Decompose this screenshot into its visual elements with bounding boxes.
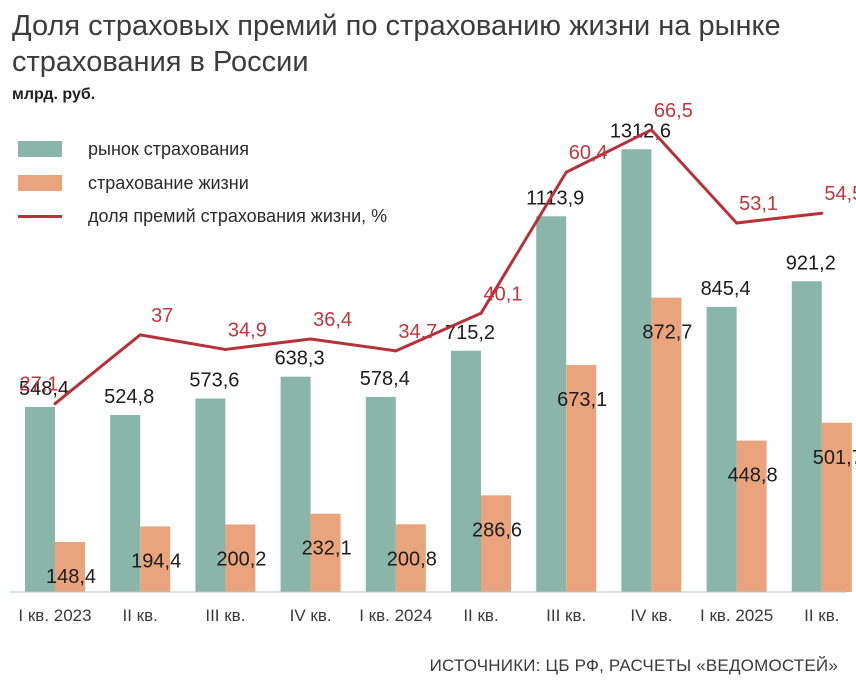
bar-life [651, 297, 682, 592]
x-tick-label: II кв. [463, 606, 498, 625]
bar-life [140, 526, 171, 592]
chart-unit: млрд. руб. [12, 86, 96, 103]
x-tick-label: II кв. [804, 606, 839, 625]
data-label-share: 66,5 [654, 100, 693, 122]
share-point [309, 337, 313, 341]
bar-life [395, 524, 426, 592]
bar-market [110, 414, 141, 592]
bar-market [195, 398, 226, 592]
bar-market [365, 396, 396, 592]
x-tick-label: I кв. 2024 [359, 606, 432, 625]
data-label-life: 286,6 [472, 519, 522, 541]
source-note: ИСТОЧНИКИ: ЦБ РФ, РАСЧЕТЫ «ВЕДОМОСТЕЙ» [429, 656, 838, 675]
data-label-share: 34,9 [228, 319, 267, 341]
bar-life [225, 524, 256, 592]
data-label-share: 37 [151, 305, 173, 327]
bar-life [55, 541, 85, 592]
legend-label-market: рынок страхования [88, 138, 249, 159]
bar-life [481, 495, 511, 592]
data-label-life: 448,8 [728, 465, 778, 487]
data-label-life: 501,7 [813, 447, 856, 469]
data-label-share: 53,1 [739, 193, 778, 215]
legend-item-share: доля премий страхования жизни, % [18, 205, 387, 227]
data-label-market: 638,3 [275, 348, 325, 370]
share-line [54, 128, 822, 405]
bar-market [451, 350, 481, 592]
legend-swatch-life [18, 175, 62, 191]
data-label-market: 524,8 [104, 386, 154, 408]
bar-market [25, 407, 55, 592]
data-label-share: 27,1 [20, 374, 59, 396]
share-point [479, 311, 483, 315]
share-point [649, 128, 653, 132]
share-point [820, 211, 824, 215]
legend-label-share: доля премий страхования жизни, % [88, 205, 388, 226]
legend-swatch-market [18, 141, 62, 157]
x-tick-label: IV кв. [630, 606, 672, 625]
bar-market [621, 149, 652, 593]
data-label-life: 872,7 [642, 322, 692, 344]
legend-item-market: рынок страхования [18, 138, 249, 160]
data-label-life: 200,2 [216, 548, 266, 570]
data-label-market: 1113,9 [526, 187, 584, 209]
x-tick-label: IV кв. [290, 606, 332, 625]
data-label-share: 36,4 [313, 309, 352, 331]
data-label-market: 715,2 [445, 322, 495, 344]
data-label-life: 194,4 [131, 550, 181, 572]
share-point [223, 347, 227, 351]
x-tick-label: I кв. 2023 [18, 606, 91, 625]
data-label-life: 673,1 [557, 389, 607, 411]
data-label-market: 548,4 [19, 378, 69, 400]
data-label-share: 34,7 [398, 321, 437, 343]
bar-market [536, 216, 567, 592]
bar-market [706, 306, 737, 592]
data-label-market: 845,4 [701, 278, 751, 300]
x-tick-label: I кв. 2025 [700, 606, 773, 625]
share-point [735, 221, 739, 225]
chart-title: Доля страховых премий по страхованию жиз… [12, 10, 781, 78]
legend-label-life: страхование жизни [88, 172, 249, 193]
bar-life [566, 364, 597, 592]
legend-item-life: страхование жизни [18, 172, 249, 194]
bar-market [280, 376, 311, 592]
bar-life [736, 440, 767, 592]
data-label-market: 921,2 [786, 252, 836, 274]
share-point [564, 170, 568, 174]
bar-life [821, 422, 852, 592]
data-label-share: 40,1 [484, 283, 523, 305]
share-point [138, 333, 142, 337]
data-label-market: 573,6 [189, 370, 239, 392]
bar-market [791, 281, 822, 592]
data-label-share: 60,4 [569, 142, 608, 164]
data-label-market: 578,4 [360, 368, 410, 390]
legend-swatch-share [18, 214, 62, 218]
bar-life [310, 513, 341, 592]
data-label-market: 1312,6 [610, 120, 671, 142]
x-tick-label: III кв. [546, 606, 586, 625]
data-label-share: 54,5 [824, 183, 856, 205]
share-point [53, 402, 57, 406]
data-label-life: 148,4 [46, 566, 96, 588]
x-tick-label: III кв. [205, 606, 245, 625]
x-tick-label: II кв. [123, 606, 158, 625]
data-label-life: 200,8 [387, 548, 437, 570]
data-label-life: 232,1 [302, 538, 352, 560]
share-point [394, 349, 398, 353]
